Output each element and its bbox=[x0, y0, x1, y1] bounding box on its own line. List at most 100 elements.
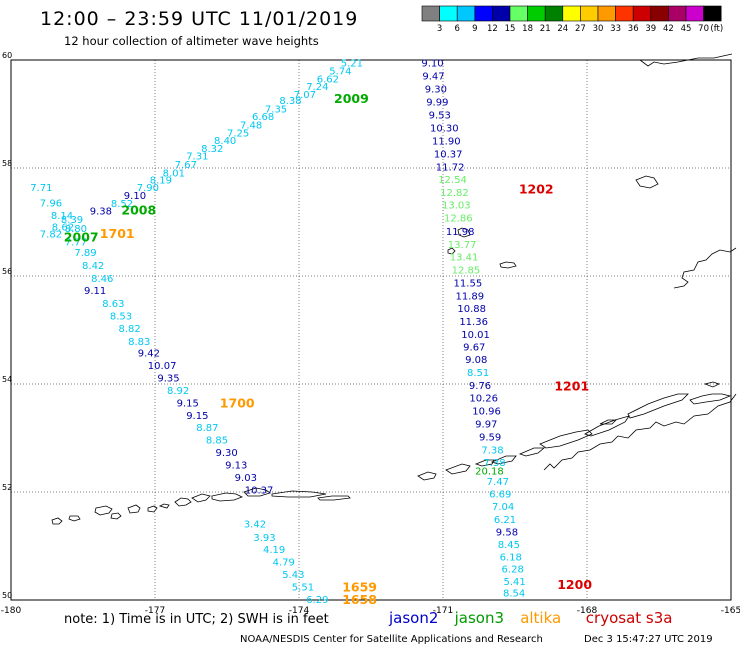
swh-value: 11.55 bbox=[454, 278, 483, 289]
x-tick-label: -174 bbox=[289, 606, 310, 616]
swh-value: 9.30 bbox=[425, 85, 447, 96]
colorbar-swatch bbox=[562, 5, 581, 22]
swh-value: 9.99 bbox=[426, 98, 448, 109]
nunivak-island bbox=[635, 175, 659, 189]
swh-value: 8.87 bbox=[196, 423, 218, 434]
swh-value: 11.98 bbox=[446, 227, 475, 238]
swh-value: 9.08 bbox=[465, 355, 487, 366]
colorbar-tick-label: 45 bbox=[681, 24, 692, 34]
aleutian-islands bbox=[51, 487, 351, 525]
swh-value: 5.43 bbox=[282, 570, 304, 581]
satellite-legend-item: cryosat s3a bbox=[585, 609, 673, 627]
swh-value: 6.18 bbox=[500, 552, 522, 563]
colorbar-tick-label: 27 bbox=[575, 24, 586, 34]
swh-value: 5.41 bbox=[503, 577, 525, 588]
swh-value: 8.62 bbox=[52, 222, 74, 233]
swh-value: 7.31 bbox=[186, 152, 208, 163]
swh-value: 8.45 bbox=[498, 540, 520, 551]
colorbar-swatch bbox=[474, 5, 493, 22]
colorbar-swatch bbox=[703, 5, 722, 22]
colorbar-tick-label: 42 bbox=[663, 24, 674, 34]
colorbar-tick-label: 36 bbox=[628, 24, 639, 34]
swh-value: 8.63 bbox=[102, 299, 124, 310]
generation-timestamp: Dec 3 15:47:27 UTC 2019 bbox=[584, 634, 713, 645]
swh-value: 9.15 bbox=[186, 411, 208, 422]
y-tick-label: 56 bbox=[2, 267, 12, 276]
colorbar-tick-label: 12 bbox=[487, 24, 498, 34]
swh-value: 7.35 bbox=[265, 105, 287, 116]
swh-value: 12.85 bbox=[452, 266, 481, 277]
swh-value: 9.97 bbox=[475, 419, 497, 430]
swh-value: 8.32 bbox=[201, 144, 223, 155]
swh-value: 7.71 bbox=[30, 183, 52, 194]
swh-value: 8.01 bbox=[163, 168, 185, 179]
swh-value: 9.35 bbox=[157, 374, 179, 385]
swh-value: 11.72 bbox=[436, 162, 465, 173]
colorbar-tick-label: 39 bbox=[645, 24, 656, 34]
plot-frame: -180 -177 -174 -171 -168 -165 50 52 54 56 58 60 bbox=[1, 51, 740, 616]
swh-value: 9.13 bbox=[225, 460, 247, 471]
swh-value: 9.47 bbox=[422, 72, 444, 83]
swh-value: 7.90 bbox=[137, 183, 159, 194]
colorbar-tick-label: 24 bbox=[557, 24, 568, 34]
swh-value: 9.42 bbox=[138, 349, 160, 360]
x-tick-label: -177 bbox=[145, 606, 165, 616]
time-label: 1202 bbox=[519, 182, 554, 197]
swh-value: 9.15 bbox=[177, 398, 199, 409]
swh-value: 9.11 bbox=[84, 286, 106, 297]
swh-value: 9.30 bbox=[215, 448, 237, 459]
y-tick-label: 54 bbox=[2, 375, 12, 384]
colorbar-tick-label: 3 bbox=[437, 24, 442, 34]
colorbar-swatch bbox=[509, 5, 528, 22]
swh-value: 11.36 bbox=[459, 317, 488, 328]
time-label: 1201 bbox=[554, 379, 589, 394]
swh-value: 8.40 bbox=[214, 136, 236, 147]
swh-value: 7.47 bbox=[487, 477, 509, 488]
page-title: 12:00 – 23:59 UTC 11/01/2019 bbox=[40, 8, 359, 30]
colorbar-swatch bbox=[615, 5, 634, 22]
colorbar-tick-label: 15 bbox=[505, 24, 516, 34]
swh-value: 8.46 bbox=[91, 274, 113, 285]
swh-value: 9.58 bbox=[496, 527, 518, 538]
swh-value: 9.10 bbox=[124, 191, 146, 202]
swh-value: 7.25 bbox=[227, 128, 249, 139]
swh-value: 5.74 bbox=[329, 66, 351, 77]
swh-value: 7.89 bbox=[74, 248, 96, 259]
swh-value: 6.68 bbox=[252, 112, 274, 123]
swh-value: 8.85 bbox=[206, 436, 228, 447]
swh-value: 8.52 bbox=[111, 199, 133, 210]
colorbar-tick-label: 21 bbox=[540, 24, 551, 34]
colorbar-swatch bbox=[580, 5, 599, 22]
colorbar-swatch bbox=[685, 5, 704, 22]
swh-value: 11.89 bbox=[455, 291, 484, 302]
swh-value: 6.62 bbox=[317, 74, 339, 85]
pribilof-islands bbox=[447, 227, 517, 269]
time-label: 1200 bbox=[557, 577, 592, 592]
swh-value: 13.77 bbox=[448, 240, 477, 251]
swh-value: 10.30 bbox=[430, 124, 459, 135]
coastline bbox=[51, 53, 737, 525]
colorbar-swatch bbox=[492, 5, 511, 22]
colorbar-tick-label: 6 bbox=[454, 24, 459, 34]
swh-value: 8.54 bbox=[503, 588, 525, 599]
swh-value: 9.53 bbox=[429, 111, 451, 122]
swh-value: 7.38 bbox=[483, 458, 505, 469]
time-label: 1701 bbox=[100, 226, 135, 241]
alaska-peninsula bbox=[543, 393, 737, 471]
swh-value: 3.42 bbox=[244, 519, 266, 530]
footer-note: note: 1) Time is in UTC; 2) SWH is in fe… bbox=[64, 612, 329, 627]
swh-value: 8.80 bbox=[65, 224, 87, 235]
swh-value: 20.18 bbox=[475, 466, 504, 477]
alaska-mainland bbox=[639, 53, 737, 289]
satellite-legend-item: jason3 bbox=[454, 609, 504, 627]
track-labels: 5.215.746.627.247.078.387.356.687.487.25… bbox=[30, 59, 592, 607]
colorbar-swatch bbox=[456, 5, 476, 22]
swh-value: 8.83 bbox=[128, 337, 150, 348]
swh-value: 10.37 bbox=[245, 485, 274, 496]
swh-value: 7.04 bbox=[492, 502, 514, 513]
colorbar-unit: (ft) bbox=[710, 24, 723, 34]
swh-value: 12.86 bbox=[444, 214, 473, 225]
colorbar-swatch bbox=[421, 5, 440, 22]
satellite-legend-item: jason2 bbox=[389, 609, 439, 627]
